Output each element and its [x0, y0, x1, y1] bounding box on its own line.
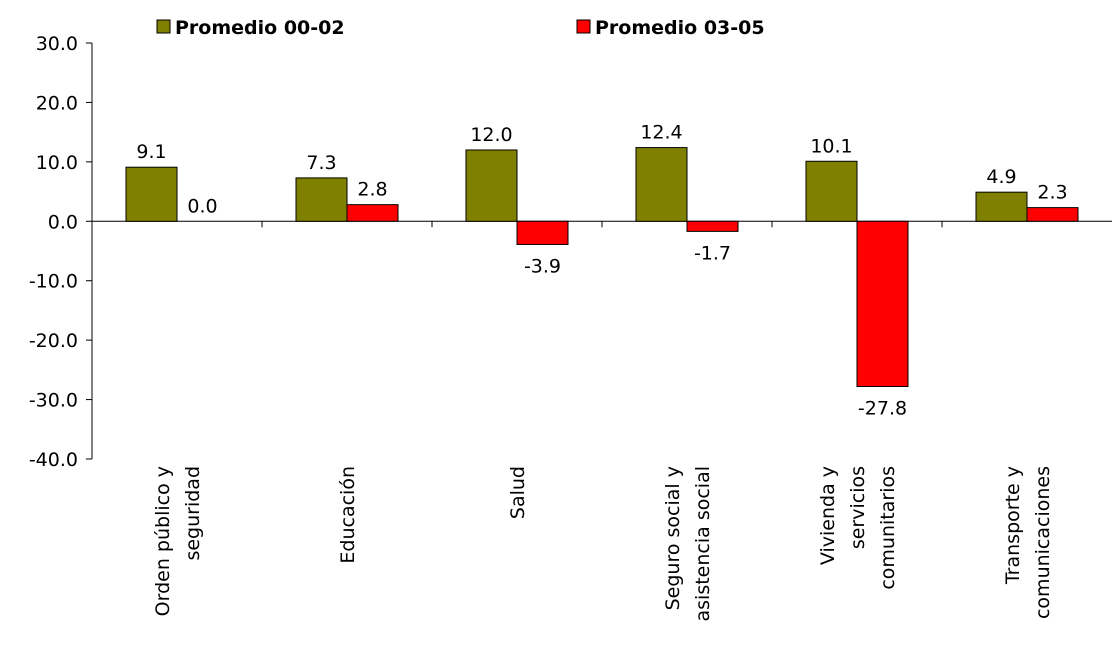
- data-label-promedio-03-05: 2.3: [1037, 182, 1067, 204]
- category-label-line: Educación: [337, 466, 359, 564]
- data-label-promedio-00-02: 7.3: [306, 152, 336, 174]
- bars: [125, 147, 1079, 387]
- data-label-promedio-00-02: 12.0: [470, 124, 512, 146]
- category-labels: Orden público y seguridad Educación Salud Se…: [152, 466, 1054, 621]
- category-label-line: comunitarios: [877, 466, 899, 590]
- bar-promedio-00-02-salud: [465, 149, 518, 222]
- data-label-promedio-00-02: 4.9: [986, 166, 1016, 188]
- legend-label-promedio-00-02: Promedio 00-02: [175, 17, 345, 39]
- category-label-salud: Salud: [507, 466, 529, 519]
- data-label-promedio-00-02: 12.4: [640, 122, 682, 144]
- category-label-transporte-y-comunicaciones: Transporte y comunicaciones: [1002, 466, 1054, 619]
- bar-promedio-03-05-educacion: [346, 204, 399, 222]
- data-labels: 9.1 7.3 12.0 12.4 10.1 4.9 0.0 2.8 -3.9 -1.7 -27.8…: [136, 122, 1067, 420]
- bar-promedio-00-02-educacion: [295, 177, 348, 222]
- data-label-promedio-03-05: 0.0: [187, 195, 217, 217]
- category-label-line: Orden público y: [152, 466, 174, 616]
- category-label-line: Transporte y: [1002, 466, 1024, 585]
- y-axis: 30.0 20.0 10.0 0.0 -10.0 -20.0 -30.0 -40.0: [29, 33, 93, 471]
- data-label-promedio-00-02: 10.1: [810, 135, 852, 157]
- category-label-line: comunicaciones: [1032, 466, 1054, 619]
- category-label-line: servicios: [847, 466, 869, 549]
- legend-label-promedio-03-05: Promedio 03-05: [595, 17, 765, 39]
- y-tick-label: -20.0: [29, 330, 78, 352]
- data-label-promedio-00-02: 9.1: [136, 141, 166, 163]
- category-label-line: Vivienda y: [817, 466, 839, 565]
- bar-promedio-00-02-seguro-social-y-asistencia-social: [635, 147, 688, 222]
- y-tick-label: 20.0: [36, 92, 78, 114]
- category-label-line: asistencia social: [692, 466, 714, 621]
- data-label-promedio-03-05: -27.8: [858, 397, 907, 419]
- category-label-line: Salud: [507, 466, 529, 519]
- y-tick-label: 30.0: [36, 33, 78, 55]
- bar-promedio-03-05-seguro-social-y-asistencia-social: [686, 220, 739, 232]
- data-label-promedio-03-05: 2.8: [357, 179, 387, 201]
- y-tick-label: -40.0: [29, 449, 78, 471]
- bar-promedio-03-05-transporte-y-comunicaciones: [1026, 207, 1079, 222]
- legend-swatch-promedio-03-05: [576, 19, 591, 34]
- category-label-vivienda-y-servicios-comunitarios: Vivienda y servicios comunitarios: [817, 466, 899, 590]
- category-label-seguro-social-y-asistencia-social: Seguro social y asistencia social: [662, 466, 714, 621]
- bar-promedio-03-05-vivienda-y-servicios-comunitarios: [856, 220, 909, 387]
- y-tick-label: 0.0: [48, 211, 78, 233]
- bar-promedio-00-02-vivienda-y-servicios-comunitarios: [805, 160, 858, 222]
- data-label-promedio-03-05: -1.7: [694, 242, 731, 264]
- y-tick-label: 10.0: [36, 152, 78, 174]
- bar-promedio-00-02-transporte-y-comunicaciones: [975, 191, 1028, 222]
- y-tick-label: -10.0: [29, 271, 78, 293]
- bar-promedio-00-02-orden-publico-y-seguridad: [125, 166, 178, 222]
- x-axis: [92, 220, 1112, 228]
- category-label-line: seguridad: [182, 466, 204, 561]
- category-label-orden-publico-y-seguridad: Orden público y seguridad: [152, 466, 204, 616]
- category-label-line: Seguro social y: [662, 466, 684, 610]
- bar-promedio-03-05-salud: [516, 220, 569, 245]
- y-tick-label: -30.0: [29, 390, 78, 412]
- data-label-promedio-03-05: -3.9: [524, 255, 561, 277]
- legend: Promedio 00-02 Promedio 03-05: [156, 17, 765, 39]
- legend-swatch-promedio-00-02: [156, 19, 171, 34]
- category-label-educacion: Educación: [337, 466, 359, 564]
